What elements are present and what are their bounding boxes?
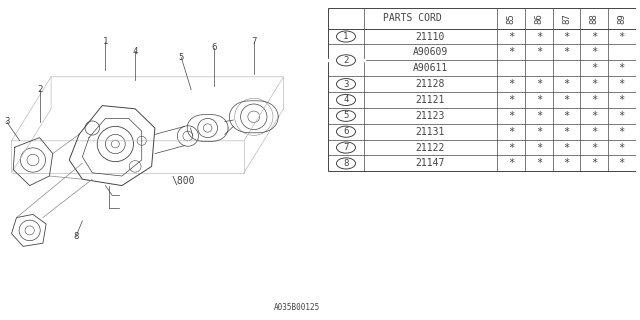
Text: *: * xyxy=(619,142,625,153)
Circle shape xyxy=(337,55,355,66)
Text: *: * xyxy=(619,63,625,73)
Text: 7: 7 xyxy=(343,143,349,152)
Text: *: * xyxy=(619,79,625,89)
Text: 8: 8 xyxy=(343,159,349,168)
Text: 5: 5 xyxy=(343,111,349,120)
Text: 85: 85 xyxy=(507,13,516,24)
Text: *: * xyxy=(591,32,597,42)
Text: 2: 2 xyxy=(37,85,42,94)
Text: 88: 88 xyxy=(589,13,598,24)
Text: *: * xyxy=(563,111,570,121)
Text: 6: 6 xyxy=(343,127,349,136)
Text: *: * xyxy=(619,127,625,137)
Text: 21110: 21110 xyxy=(416,32,445,42)
Text: *: * xyxy=(619,32,625,42)
Text: *: * xyxy=(563,47,570,57)
Text: 21122: 21122 xyxy=(416,142,445,153)
Text: *: * xyxy=(591,142,597,153)
Text: *: * xyxy=(563,158,570,168)
Circle shape xyxy=(337,126,355,137)
Text: *: * xyxy=(619,111,625,121)
Text: 89: 89 xyxy=(617,13,626,24)
Text: 6: 6 xyxy=(212,44,217,52)
Text: *: * xyxy=(591,47,597,57)
Text: 7: 7 xyxy=(251,37,257,46)
Text: 21147: 21147 xyxy=(416,158,445,168)
Text: *: * xyxy=(536,32,542,42)
Text: *: * xyxy=(508,95,514,105)
Text: *: * xyxy=(619,95,625,105)
Text: 21131: 21131 xyxy=(416,127,445,137)
Text: 4: 4 xyxy=(132,47,138,56)
Text: *: * xyxy=(508,111,514,121)
Circle shape xyxy=(337,158,355,169)
Text: *: * xyxy=(508,79,514,89)
Text: 1: 1 xyxy=(103,37,108,46)
Text: *: * xyxy=(508,47,514,57)
Text: *: * xyxy=(563,95,570,105)
Text: 1: 1 xyxy=(343,32,349,41)
Text: 21123: 21123 xyxy=(416,111,445,121)
Text: *: * xyxy=(536,79,542,89)
Text: *: * xyxy=(563,127,570,137)
Text: 3: 3 xyxy=(4,117,9,126)
Text: 2: 2 xyxy=(343,56,349,65)
Text: 21121: 21121 xyxy=(416,95,445,105)
Text: A90611: A90611 xyxy=(413,63,448,73)
Text: 87: 87 xyxy=(562,13,571,24)
Text: *: * xyxy=(536,111,542,121)
Text: *: * xyxy=(591,158,597,168)
Text: *: * xyxy=(536,142,542,153)
Text: *: * xyxy=(563,32,570,42)
Text: *: * xyxy=(591,111,597,121)
Text: *: * xyxy=(508,32,514,42)
Text: 86: 86 xyxy=(534,13,543,24)
Circle shape xyxy=(337,94,355,106)
Text: *: * xyxy=(619,158,625,168)
Text: *: * xyxy=(508,142,514,153)
Text: PARTS CORD: PARTS CORD xyxy=(383,13,442,23)
Text: 21128: 21128 xyxy=(416,79,445,89)
Text: *: * xyxy=(536,95,542,105)
Text: *: * xyxy=(563,79,570,89)
Circle shape xyxy=(337,79,355,90)
Text: 8: 8 xyxy=(73,232,79,241)
Text: 3: 3 xyxy=(343,80,349,89)
Text: *: * xyxy=(508,127,514,137)
Text: *: * xyxy=(508,158,514,168)
Text: *: * xyxy=(563,142,570,153)
Text: *: * xyxy=(591,63,597,73)
Text: *: * xyxy=(591,127,597,137)
Text: *: * xyxy=(591,95,597,105)
Text: A90609: A90609 xyxy=(413,47,448,57)
Circle shape xyxy=(337,110,355,121)
Text: A035B00125: A035B00125 xyxy=(273,303,320,312)
Circle shape xyxy=(337,142,355,153)
Text: *: * xyxy=(591,79,597,89)
Circle shape xyxy=(337,31,355,42)
Text: *: * xyxy=(536,158,542,168)
Text: \800: \800 xyxy=(172,176,195,186)
Text: 4: 4 xyxy=(343,95,349,104)
Text: 5: 5 xyxy=(179,53,184,62)
Text: *: * xyxy=(536,47,542,57)
Text: *: * xyxy=(536,127,542,137)
